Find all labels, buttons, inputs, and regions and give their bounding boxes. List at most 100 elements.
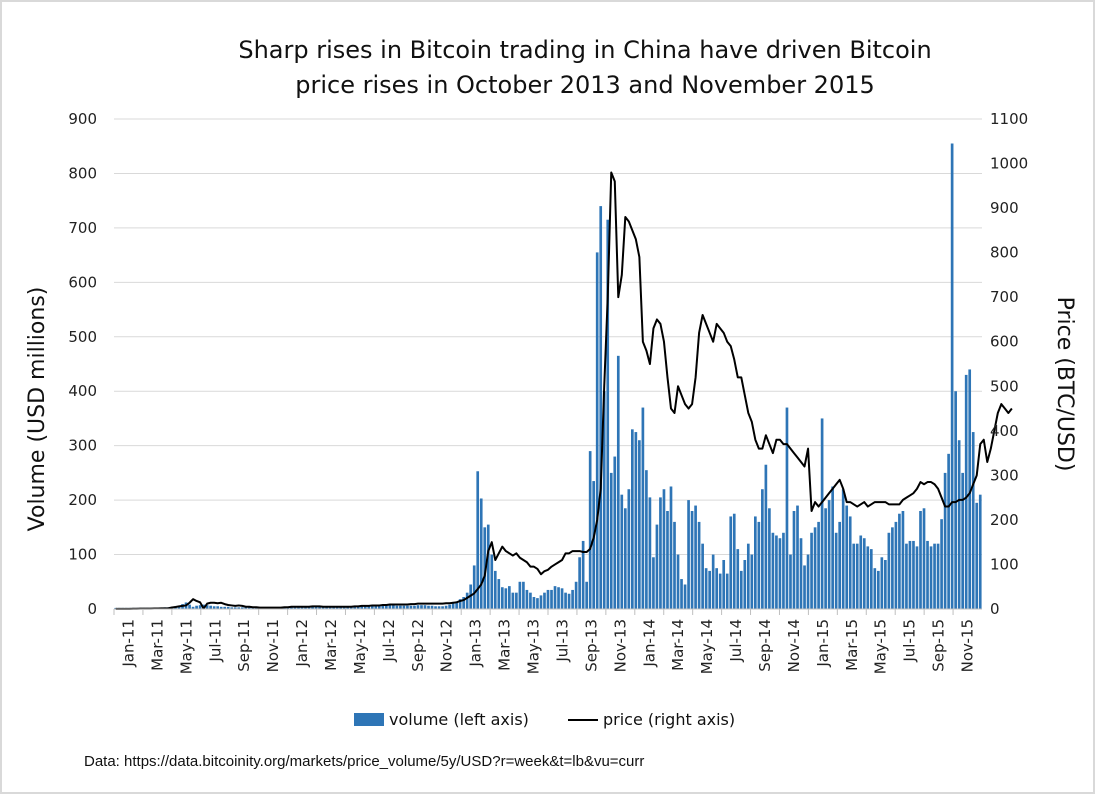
y-right-tick-label: 600 [990,333,1019,351]
volume-bar [367,605,371,609]
volume-bar [536,598,539,609]
volume-bar [564,592,567,609]
volume-bar [877,570,880,609]
volume-bar [486,524,490,609]
x-tick-label: Jan-11 [119,619,137,668]
volume-bar [820,418,824,609]
y-left-tick-label: 0 [87,600,97,618]
volume-bar [866,546,870,609]
x-tick-label: Nov-11 [264,619,282,672]
volume-bar [964,374,968,609]
volume-bar [349,606,353,609]
volume-bar [968,369,972,609]
volume-bar [757,521,761,609]
volume-bar [690,511,694,609]
volume-bar [578,557,581,609]
legend-label-volume: volume (left axis) [389,710,529,729]
x-tick-label: Mar-14 [669,619,687,671]
x-tick-label: May-15 [872,619,890,674]
x-tick-label: Nov-15 [959,619,977,672]
volume-bar [796,505,799,609]
chart-title: Sharp rises in Bitcoin trading in China … [238,36,931,99]
volume-bar [711,554,715,609]
volume-bar [314,606,318,609]
volume-bar [346,606,350,609]
volume-bar [645,470,648,609]
volume-bar [493,570,497,609]
volume-bar [219,606,223,609]
x-tick-label: Jul-11 [206,619,224,663]
volume-bar [792,511,796,609]
volume-bar [188,604,191,609]
volume-bar [862,538,866,609]
x-axis-ticks: Jan-11 Mar-11 May-11 Jul-11 Sep-11 Nov-11 Jan-… [113,609,977,674]
volume-bar [831,486,834,609]
x-tick-label: Jul-13 [553,619,571,663]
volume-bar [311,606,314,609]
price-line-group [115,171,1013,610]
volume-bar [402,605,406,609]
volume-bar [880,557,884,609]
volume-bar [806,554,810,609]
volume-bar [901,511,905,609]
volume-bar [385,605,388,609]
volume-bar [782,532,785,609]
volume-bar [855,543,859,609]
volume-bar [824,508,827,609]
volume-bar [834,532,838,609]
y-left-tick-label: 600 [68,273,97,291]
volume-bar [508,586,511,609]
volume-bar [223,606,227,609]
volume-bar [891,527,894,609]
volume-bar [898,513,901,609]
volume-bar [750,554,754,609]
volume-bar [430,605,434,609]
volume-bar [399,605,402,609]
volume-bar [497,579,501,609]
volume-bar [374,605,378,609]
y-right-tick-label: 1000 [990,155,1028,173]
volume-bar [434,606,437,609]
volume-bar [701,543,704,609]
x-tick-label: Mar-13 [496,619,514,671]
chart-title-line-2: price rises in October 2013 and November… [295,71,875,99]
volume-bar [623,508,627,609]
volume-bar [841,489,845,609]
volume-bar [416,605,420,609]
volume-bar [328,606,332,609]
volume-bar [683,584,687,609]
volume-bar [926,540,929,609]
y-right-tick-label: 100 [990,555,1019,573]
y-right-tick-label: 300 [990,466,1019,484]
volume-bar [413,605,416,609]
y-axis-left-ticks: 0 100 200 300 400 500 600 700 800 900 [68,110,97,618]
volume-bar [704,568,708,609]
volume-bar [947,453,950,609]
volume-bar [377,605,381,609]
volume-bar [929,546,933,609]
volume-bar [715,568,719,609]
y-right-tick-label: 500 [990,377,1019,395]
x-tick-label: Nov-14 [785,619,803,672]
x-tick-label: Sep-11 [235,619,253,672]
volume-bar [465,592,469,609]
volume-bar [620,494,624,609]
volume-bar [212,606,216,609]
volume-bar [571,589,574,609]
volume-bar [490,554,494,609]
volume-bar [244,607,248,609]
volume-bar [838,521,842,609]
y-right-tick-label: 800 [990,244,1019,262]
volume-bar [114,607,118,609]
volume-bar [427,605,430,609]
volume-bar [743,560,747,609]
volume-bar [318,606,321,609]
volume-bar [458,599,462,609]
x-tick-label: Nov-12 [438,619,456,672]
x-tick-label: Jan-13 [467,619,485,668]
volume-bar [602,391,606,609]
volume-bar [592,481,596,609]
volume-bar [869,549,873,609]
volume-bar [539,595,543,609]
